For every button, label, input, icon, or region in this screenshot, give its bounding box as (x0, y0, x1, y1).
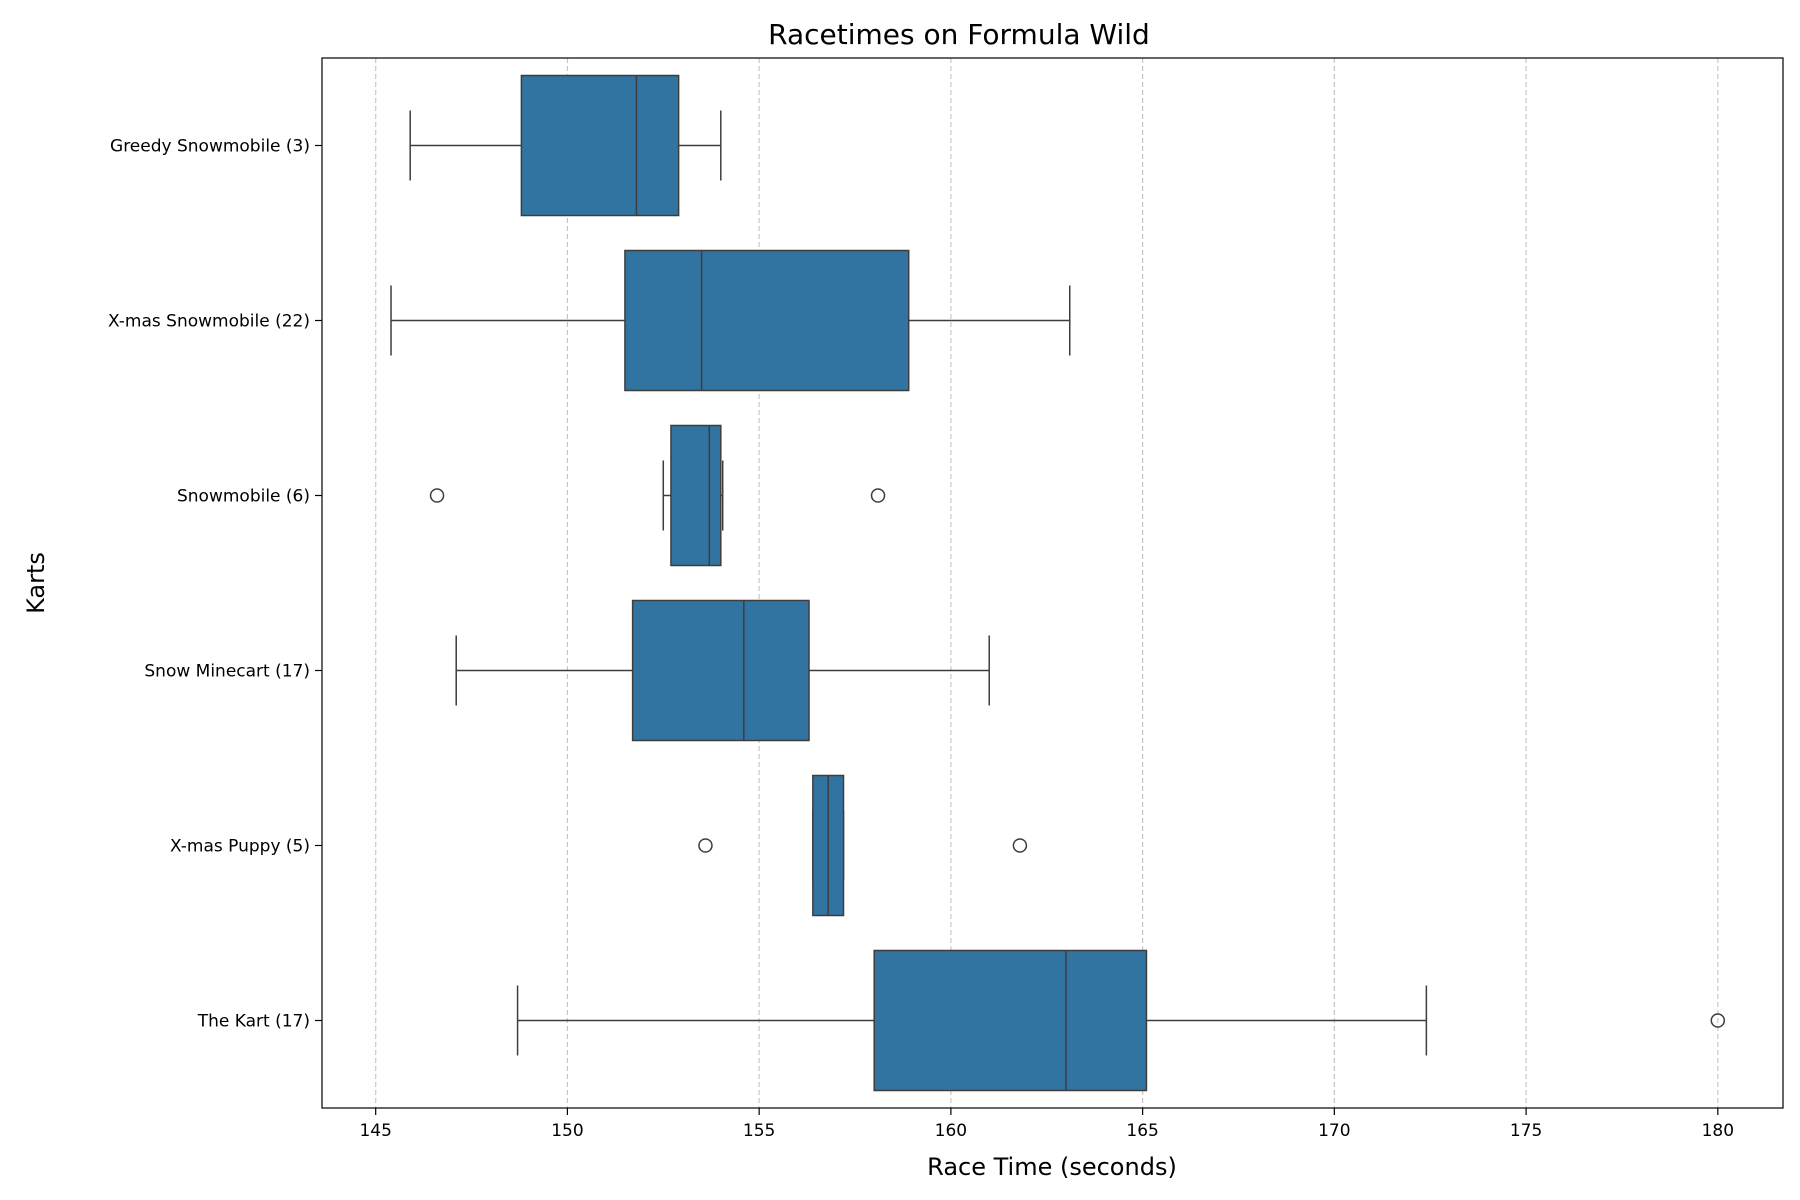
y-tick-label: Snow Minecart (17) (144, 662, 310, 682)
y-axis-ticks: Greedy Snowmobile (3) X-mas Snowmobile (2… (108, 137, 322, 1032)
x-tick-label: 155 (743, 1121, 775, 1141)
plot-area-frame (321, 57, 1784, 1109)
box-group (516, 949, 1726, 1092)
chart-title: Racetimes on Formula Wild (768, 18, 1150, 51)
iqr-box (520, 74, 680, 217)
box-group (390, 249, 1071, 392)
outlier-point (870, 488, 886, 503)
iqr-box (631, 599, 810, 742)
outlier-point (698, 838, 713, 853)
x-axis-title: Race Time (seconds) (927, 1153, 1177, 1181)
iqr-box (624, 249, 910, 392)
box-group (455, 599, 990, 742)
y-axis-title: Karts (22, 552, 50, 614)
outlier-point (1710, 1013, 1726, 1028)
outlier-point (429, 488, 445, 503)
y-tick-label: X-mas Puppy (5) (170, 837, 310, 857)
x-tick-label: 180 (1702, 1121, 1734, 1141)
x-tick-label: 165 (1126, 1121, 1158, 1141)
x-gridlines (375, 58, 1719, 1108)
x-tick-label: 150 (551, 1121, 583, 1141)
box-series (390, 74, 1726, 1092)
y-tick-label: Greedy Snowmobile (3) (110, 137, 310, 157)
x-tick-label: 175 (1510, 1121, 1542, 1141)
box-group (698, 774, 1028, 917)
x-axis-ticks: 145 150 155 160 165 170 175 180 (359, 1108, 1734, 1141)
x-tick-label: 160 (935, 1121, 967, 1141)
y-tick-label: The Kart (17) (197, 1012, 310, 1032)
x-tick-label: 145 (359, 1121, 391, 1141)
box-group (409, 74, 722, 217)
outlier-point (1012, 838, 1028, 853)
iqr-box (873, 949, 1148, 1092)
box-group (429, 424, 886, 567)
y-tick-label: Snowmobile (6) (177, 487, 310, 507)
x-tick-label: 170 (1318, 1121, 1350, 1141)
iqr-box (670, 424, 722, 567)
y-tick-label: X-mas Snowmobile (22) (108, 312, 310, 332)
